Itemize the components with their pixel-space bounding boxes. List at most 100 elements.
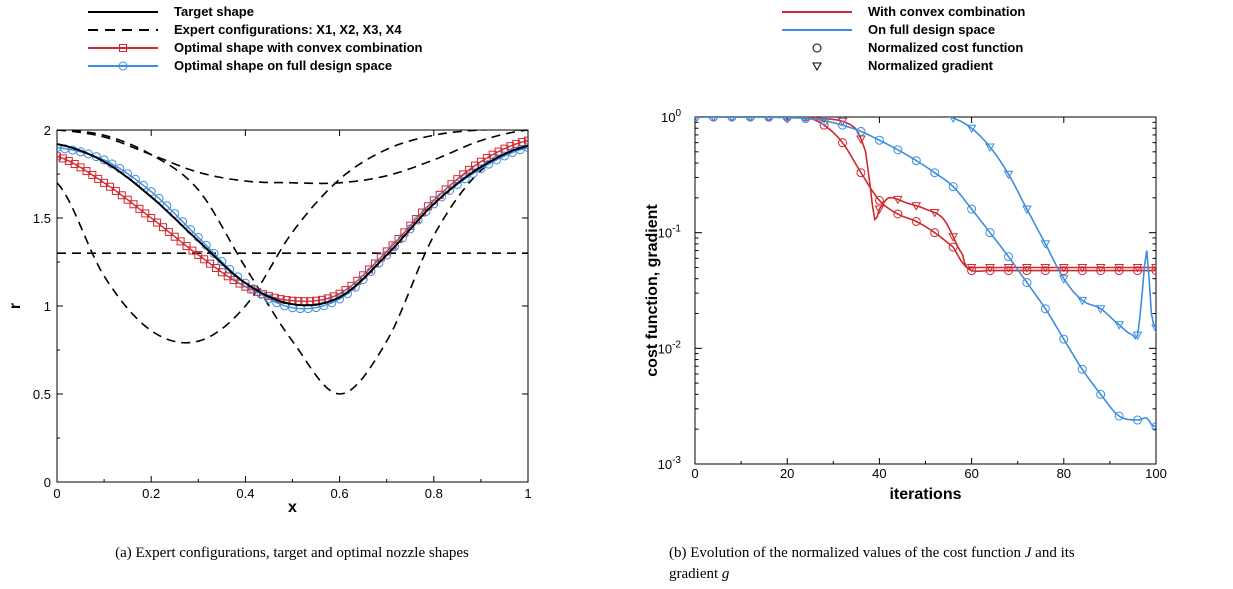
optimal-full-marker [429,199,439,209]
series-marker-b-3 [860,117,862,119]
y-axis-label-b: cost function, gradient [644,204,661,377]
optimal-full-marker [374,258,384,268]
series-marker-b-1 [929,208,940,218]
legend-marker-b [812,62,822,72]
series-marker-b-3 [1114,321,1124,330]
series-marker-b-2 [838,120,848,130]
y-tick-base: 10 [658,457,672,472]
series-marker-b-2 [1133,415,1143,425]
optimal-convex-marker [147,214,156,222]
series-marker-b-1 [856,135,866,144]
legend-label-b: Normalized gradient [868,58,994,73]
series-marker-b-2 [967,204,977,214]
series-marker-b-0 [874,195,884,205]
optimal-full-marker [460,174,470,184]
series-marker-b-0 [1114,266,1124,276]
series-marker-b-1 [874,205,885,215]
series-marker-b-1 [911,202,922,211]
legend-label-b: Normalized cost function [868,40,1023,55]
x-axis-label-b: iterations [889,486,961,503]
caption-b-part: (b) Evolution of the normalized values o… [669,545,1025,561]
optimal-convex-line [57,139,528,303]
series-marker-b-2 [985,228,995,238]
optimal-convex-marker [506,142,515,151]
optimal-full-marker [390,242,400,252]
x-tick-label-a: 0.6 [331,486,349,501]
series-marker-b-3 [1058,275,1069,284]
y-axis-label-a: r [7,303,24,309]
y-tick-label-b: 10-2 [658,339,682,356]
optimal-full-marker [405,224,415,234]
target-shape-line [57,143,528,307]
series-marker-b-0 [930,228,940,238]
x-tick-label-a: 0.8 [425,486,443,501]
chart-b: 0 20 40 60 80 10010-310-210-1100iterationscos… [644,4,1167,582]
series-marker-b-2 [1040,304,1050,314]
optimal-convex-marker [494,147,503,156]
series-marker-b-1 [1132,263,1143,273]
series-marker-b-3 [695,117,698,123]
y-tick-label-b: 100 [661,108,681,125]
series-marker-b-0 [1040,266,1050,276]
legend-label-b: On full design space [868,22,995,37]
optimal-convex-marker [200,255,209,264]
optimal-convex-marker [194,250,203,259]
caption-b-line: gradient g [669,566,730,582]
series-marker-b-2 [930,168,940,178]
optimal-full-marker [437,192,447,202]
series-marker-b-2 [856,126,866,136]
x-tick-label-b: 20 [780,466,794,481]
series-marker-b-3 [1151,324,1156,333]
series-marker-b-0 [1022,266,1032,276]
optimal-full-marker [233,272,243,282]
optimal-full-line [57,146,528,310]
x-tick-label-b: 60 [964,466,978,481]
x-tick-label-b: 100 [1145,466,1167,481]
caption-b-line: (b) Evolution of the normalized values o… [669,545,1075,561]
series-marker-b-2 [911,156,921,166]
series-marker-b-1 [1077,263,1088,273]
series-marker-b-3 [894,108,902,115]
optimal-convex-marker [206,259,215,268]
series-marker-b-3 [784,117,791,123]
series-marker-b-3 [1132,331,1143,341]
plot-area-a [57,130,528,395]
legend-label-b: With convex combination [868,4,1025,19]
optimal-full-marker [350,282,360,292]
series-marker-b-0 [856,168,866,178]
x-tick-label-a: 0 [53,486,60,501]
series-line-b-3 [695,117,1156,340]
optimal-full-marker [240,278,250,288]
series-marker-b-1 [966,263,977,273]
series-marker-b-0 [1077,266,1087,276]
series-marker-b-3 [1003,170,1014,180]
series-marker-b-1 [1151,263,1156,273]
series-marker-b-1 [1095,263,1106,273]
y-tick-label-a: 0 [44,475,51,490]
optimal-full-marker [248,284,258,294]
series-marker-b-3 [747,117,754,123]
series-marker-b-2 [1096,389,1106,399]
series-marker-b-0 [967,266,977,276]
optimal-full-marker [366,266,376,276]
x-tick-label-b: 0 [691,466,698,481]
series-marker-b-0 [1133,266,1143,276]
legend-label-a: Optimal shape on full design space [174,58,392,73]
legend-marker-a [119,44,127,52]
x-tick-label-a: 1 [524,486,531,501]
series-marker-b-3 [710,117,717,123]
caption-a: (a) Expert configurations, target and op… [115,545,469,561]
series-marker-b-1 [1022,263,1032,273]
y-tick-label-b: 10-3 [658,455,682,472]
optimal-convex-marker [518,138,527,147]
series-marker-b-0 [1151,266,1156,276]
series-marker-b-2 [874,135,884,145]
series-marker-b-2 [819,117,829,126]
optimal-full-marker [83,149,93,159]
optimal-convex-marker [164,227,173,236]
series-marker-b-0 [838,138,848,148]
y-tick-exp: -2 [672,339,681,350]
chart-a: 0 0.2 0.4 0.6 0.8 1 0 0.5 1 1.5 2 x r Target shape Exp… [7,4,532,561]
series-marker-b-1 [948,233,959,242]
